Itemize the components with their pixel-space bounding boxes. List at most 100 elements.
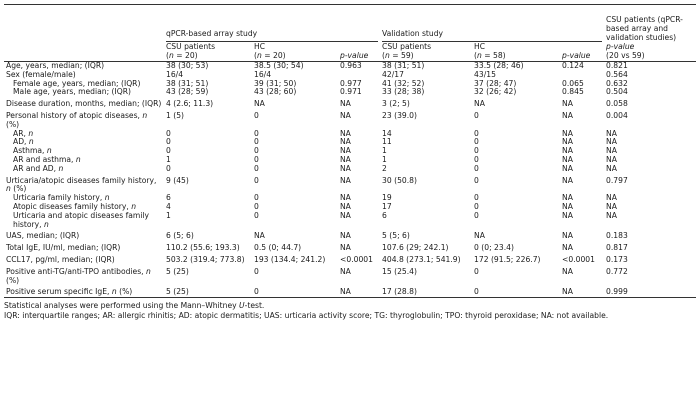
cell-c6: NA <box>562 231 573 241</box>
cell-c2: 0 <box>254 146 259 156</box>
cell-c2: NA <box>254 99 265 109</box>
table-row: Female age, years, median; (IQR) 38 (31; … <box>4 78 696 89</box>
cell-c3: <0.0001 <box>340 254 373 264</box>
cell-c5: 0 <box>474 266 479 276</box>
cell-c3: NA <box>340 243 351 253</box>
row-label: Personal history of atopic diseases, n (… <box>6 110 148 129</box>
cell-c4: 404.8 (273.1; 541.9) <box>382 254 461 264</box>
cell-c4: 6 <box>382 210 387 220</box>
cell-c7: 0.797 <box>606 175 628 185</box>
cell-c7: 0.772 <box>606 266 628 276</box>
table-row: Asthma, n 0 0 NA 1 0 NA NA <box>4 146 696 156</box>
cell-c1: 1 <box>166 210 171 220</box>
cell-c2: 0 <box>252 285 338 299</box>
cell-c6: 0.845 <box>562 87 584 97</box>
table-row: Disease duration, months, median; (IQR) 4… <box>4 97 696 109</box>
cell-c4: 11 <box>382 137 392 147</box>
table-row: CCL17, pg/ml, median; (IQR) 503.2 (319.4;… <box>4 253 696 265</box>
cell-c5: 37 (28; 47) <box>474 78 517 88</box>
cell-c5: 0 <box>472 285 561 299</box>
row-label: AD, n <box>13 137 34 147</box>
cell-c4: 42/17 <box>382 69 404 79</box>
table-row: Urticaria family history, n 6 0 NA 19 0 NA NA <box>4 193 696 203</box>
row-label: AR and asthma, n <box>13 154 81 164</box>
group-header-final: CSU patients (qPCR-based array and valid… <box>604 4 697 42</box>
cell-c6: NA <box>560 285 605 299</box>
table-row: Urticaria/atopic diseases family history… <box>4 174 696 195</box>
cell-c1: 503.2 (319.4; 773.8) <box>166 254 245 264</box>
cell-c6: NA <box>562 110 573 120</box>
cell-c5: 0 <box>474 110 479 120</box>
row-label: CCL17, pg/ml, median; (IQR) <box>6 254 115 264</box>
table-body: qPCR-based array study Validation study … <box>4 4 697 299</box>
cell-c7: 0.632 <box>606 78 628 88</box>
cell-c2: 0 <box>254 137 259 147</box>
cell-c3: NA <box>340 154 351 164</box>
cell-c3: NA <box>340 210 351 220</box>
cell-c1: 43 (28; 59) <box>166 87 209 97</box>
table-row: Positive anti-TG/anti-TPO antibodies, n … <box>4 265 696 286</box>
cell-c6: NA <box>562 210 573 220</box>
cell-c4: 1 <box>382 146 387 156</box>
cell-c3: NA <box>340 193 351 203</box>
cell-c6: 0.124 <box>562 61 584 70</box>
table-row: UAS, median; (IQR) 6 (5; 6) NA NA 5 (5; 6) NA… <box>4 229 696 241</box>
footnote-stats: Statistical analyses were performed usin… <box>4 301 265 311</box>
row-label: Asthma, n <box>13 146 52 156</box>
cell-c6: NA <box>562 146 573 156</box>
cell-c3: 0.977 <box>340 78 362 88</box>
cell-c6: NA <box>562 154 573 164</box>
cell-c7: NA <box>606 146 617 156</box>
cell-c4: 3 (2; 5) <box>382 99 410 109</box>
cell-c6: NA <box>562 243 573 253</box>
row-label: Age, years, median; (IQR) <box>6 61 105 70</box>
cell-c1: 38 (30; 53) <box>166 61 209 70</box>
cell-c4: 33 (28; 38) <box>382 87 425 97</box>
cell-c6: NA <box>562 201 573 211</box>
cell-c7: 0.004 <box>606 110 628 120</box>
cell-c6: NA <box>562 193 573 203</box>
cell-c4: 2 <box>382 163 387 173</box>
cell-c1: 4 (2.6; 11.3) <box>166 99 214 109</box>
col-p-qpcr: p-value <box>338 42 381 62</box>
cell-c4: 19 <box>382 193 392 203</box>
cell-c1: 1 <box>166 154 171 164</box>
cell-c3: 0.963 <box>340 61 362 70</box>
cell-c5: 172 (91.5; 226.7) <box>474 254 541 264</box>
row-label: Urticaria family history, n <box>13 193 110 203</box>
cell-c7: 0.821 <box>606 61 628 70</box>
cell-c1: 0 <box>166 128 171 138</box>
characteristics-table: qPCR-based array study Validation study … <box>4 4 697 299</box>
header-row-1: qPCR-based array study Validation study … <box>4 4 697 42</box>
cell-c5: 0 <box>474 146 479 156</box>
cell-c7: NA <box>606 201 617 211</box>
cell-c1: 4 <box>166 201 171 211</box>
cell-c5: 0 <box>474 193 479 203</box>
cell-c5: 0 <box>474 210 479 220</box>
cell-c7: 0.817 <box>606 243 628 253</box>
cell-c5: 33.5 (28; 46) <box>474 61 524 70</box>
col-p-final: p-value (20 vs 59) <box>604 42 697 62</box>
cell-c4: 23 (39.0) <box>382 110 417 120</box>
cell-c1: 16/4 <box>166 69 184 79</box>
cell-c4: 17 (28.8) <box>380 285 473 299</box>
cell-c4: 41 (32; 52) <box>382 78 425 88</box>
table-row: Sex (female/male) 16/4 16/4 42/17 43/15 0.564 <box>4 69 696 80</box>
cell-c2: 0 <box>254 128 259 138</box>
cell-c3: NA <box>340 128 351 138</box>
cell-c5: 0 (0; 23.4) <box>474 243 514 253</box>
cell-c7: NA <box>606 210 617 220</box>
cell-c3: NA <box>340 163 351 173</box>
table-row: AR, n 0 0 NA 14 0 NA NA <box>4 128 696 139</box>
table-row: AD, n 0 0 NA 11 0 NA NA <box>4 137 696 147</box>
cell-c2: 43 (28; 60) <box>254 87 297 97</box>
cell-c3: NA <box>340 231 351 241</box>
row-label: Total IgE, IU/ml, median; (IQR) <box>6 243 121 253</box>
row-label: Male age, years, median; (IQR) <box>13 87 131 97</box>
cell-c1: 110.2 (55.6; 193.3) <box>166 243 240 253</box>
cell-c4: 38 (31; 51) <box>382 61 425 70</box>
table-row: Age, years, median; (IQR) 38 (30; 53) 38.5… <box>4 61 696 71</box>
row-label: UAS, median; (IQR) <box>6 231 80 241</box>
cell-c7: 0.564 <box>606 69 628 79</box>
cell-c5: 0 <box>474 201 479 211</box>
